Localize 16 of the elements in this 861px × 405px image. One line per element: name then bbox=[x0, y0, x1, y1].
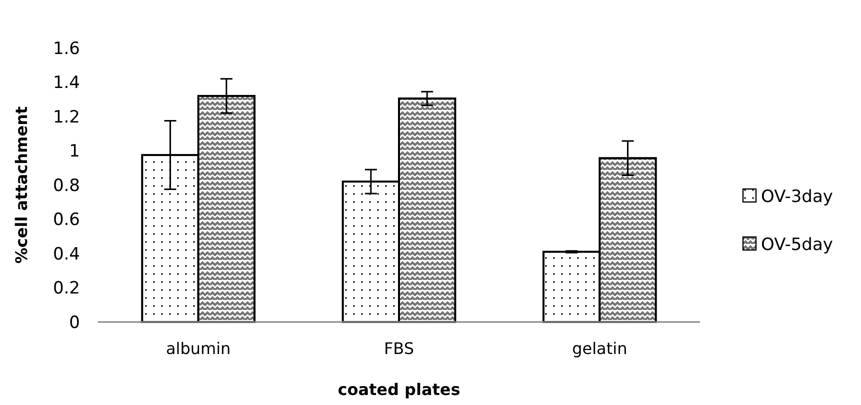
y-tick-label: 0.8 bbox=[52, 176, 80, 196]
x-axis-title: coated plates bbox=[338, 380, 460, 399]
y-tick-label: 1.4 bbox=[52, 73, 80, 94]
y-tick-label: 0.6 bbox=[52, 210, 80, 230]
x-tick-label: FBS bbox=[384, 339, 414, 358]
y-axis-title: %cell attachment bbox=[12, 106, 31, 264]
y-tick-label: 1.2 bbox=[52, 107, 80, 128]
y-tick-label: 0.2 bbox=[52, 278, 80, 299]
legend-label: OV-3day bbox=[761, 186, 833, 207]
y-tick-label: 1 bbox=[69, 142, 80, 162]
y-tick-label: 0.4 bbox=[52, 244, 80, 264]
legend-label: OV-5day bbox=[761, 234, 833, 255]
x-tick-label: gelatin bbox=[572, 339, 628, 358]
x-tick-label: albumin bbox=[166, 339, 231, 358]
y-tick-label: 0 bbox=[69, 312, 80, 333]
y-tick-label: 1.6 bbox=[52, 38, 80, 59]
